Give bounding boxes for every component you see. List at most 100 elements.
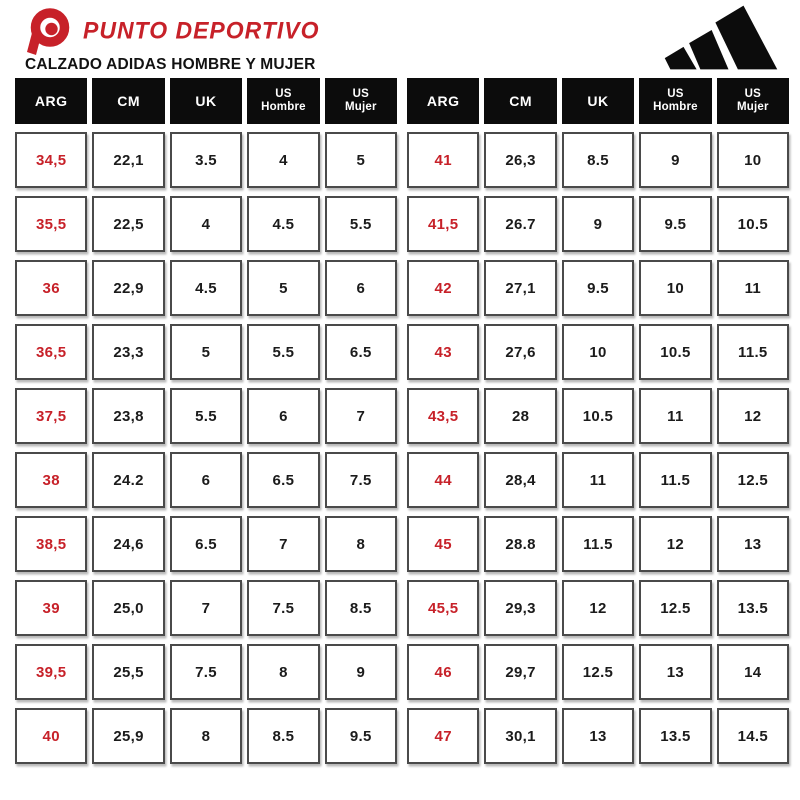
column-header: ARG xyxy=(407,78,480,124)
brand-wordmark: PUNTO DEPORTIVO xyxy=(83,15,320,44)
size-cell: 6 xyxy=(169,452,243,508)
size-cell: 13 xyxy=(561,708,635,764)
arg-size-cell: 45,5 xyxy=(407,580,480,636)
size-cell: 6 xyxy=(247,388,320,444)
size-cell: 22,1 xyxy=(92,132,165,188)
size-cell: 25,0 xyxy=(92,580,165,636)
arg-size-cell: 36 xyxy=(15,260,88,316)
size-cell: 7.5 xyxy=(247,580,320,636)
column-header: UK xyxy=(561,78,635,124)
size-cell: 11.5 xyxy=(561,516,635,572)
size-cell: 28 xyxy=(484,388,557,444)
size-cell: 5 xyxy=(324,132,397,188)
size-cell: 7 xyxy=(247,516,320,572)
size-cell: 9 xyxy=(324,644,397,700)
punto-deportivo-logo-icon xyxy=(27,8,70,55)
brand: PUNTO DEPORTIVO xyxy=(0,0,800,55)
size-cell: 24,6 xyxy=(92,516,165,572)
size-cell: 9.5 xyxy=(324,708,397,764)
size-cell: 3.5 xyxy=(169,132,243,188)
arg-size-cell: 44 xyxy=(407,452,480,508)
size-cell: 8.5 xyxy=(247,708,320,764)
size-cell: 9.5 xyxy=(639,196,712,252)
page-title: CALZADO ADIDAS HOMBRE Y MUJER xyxy=(25,56,316,73)
size-cell: 30,1 xyxy=(484,708,557,764)
size-cell: 11.5 xyxy=(639,452,712,508)
size-cell: 13.5 xyxy=(716,580,789,636)
size-cell: 26,3 xyxy=(484,132,557,188)
size-cell: 12 xyxy=(561,580,635,636)
column-header: US Mujer xyxy=(324,78,397,124)
size-cell: 12 xyxy=(639,516,712,572)
size-tables: ARG CM UK US Hombre US Mujer 34,5 22,1 3.5 4 5 35,… xyxy=(0,78,800,764)
size-table: ARG CM UK US Hombre US Mujer 41 26,3 8.5 9 10 41,5… xyxy=(407,78,789,764)
size-cell: 12.5 xyxy=(716,452,789,508)
arg-size-cell: 39 xyxy=(15,580,88,636)
size-cell: 23,8 xyxy=(92,388,165,444)
size-cell: 7.5 xyxy=(169,644,243,700)
size-cell: 6.5 xyxy=(247,452,320,508)
size-cell: 4.5 xyxy=(247,196,320,252)
size-cell: 25,5 xyxy=(92,644,165,700)
arg-size-cell: 42 xyxy=(407,260,480,316)
column-header: US Hombre xyxy=(247,78,320,124)
size-cell: 23,3 xyxy=(92,324,165,380)
size-cell: 8 xyxy=(324,516,397,572)
column-header: CM xyxy=(484,78,557,124)
size-cell: 5 xyxy=(247,260,320,316)
size-cell: 7.5 xyxy=(324,452,397,508)
size-cell: 22,5 xyxy=(92,196,165,252)
size-cell: 7 xyxy=(169,580,243,636)
size-cell: 12 xyxy=(716,388,789,444)
column-header: ARG xyxy=(15,78,88,124)
arg-size-cell: 46 xyxy=(407,644,480,700)
size-cell: 27,1 xyxy=(484,260,557,316)
size-cell: 4 xyxy=(247,132,320,188)
arg-size-cell: 45 xyxy=(407,516,480,572)
column-header: US Mujer xyxy=(716,78,789,124)
column-header: CM xyxy=(92,78,165,124)
arg-size-cell: 38 xyxy=(15,452,88,508)
size-cell: 5.5 xyxy=(324,196,397,252)
size-cell: 8.5 xyxy=(561,132,635,188)
size-cell: 10 xyxy=(561,324,635,380)
arg-size-cell: 34,5 xyxy=(15,132,88,188)
size-cell: 11.5 xyxy=(716,324,789,380)
size-cell: 10.5 xyxy=(639,324,712,380)
column-header: US Hombre xyxy=(639,78,712,124)
size-cell: 8 xyxy=(169,708,243,764)
adidas-logo-icon xyxy=(664,5,778,70)
size-cell: 7 xyxy=(324,388,397,444)
size-cell: 10 xyxy=(639,260,712,316)
arg-size-cell: 38,5 xyxy=(15,516,88,572)
size-cell: 12.5 xyxy=(561,644,635,700)
size-cell: 6.5 xyxy=(324,324,397,380)
size-cell: 22,9 xyxy=(92,260,165,316)
size-cell: 13 xyxy=(639,644,712,700)
column-header: UK xyxy=(169,78,243,124)
size-cell: 9 xyxy=(561,196,635,252)
arg-size-cell: 40 xyxy=(15,708,88,764)
arg-size-cell: 37,5 xyxy=(15,388,88,444)
arg-size-cell: 43 xyxy=(407,324,480,380)
size-cell: 24.2 xyxy=(92,452,165,508)
size-cell: 11 xyxy=(561,452,635,508)
size-table: ARG CM UK US Hombre US Mujer 34,5 22,1 3.5 4 5 35,… xyxy=(15,78,397,764)
size-cell: 29,3 xyxy=(484,580,557,636)
size-cell: 13 xyxy=(716,516,789,572)
size-cell: 13.5 xyxy=(639,708,712,764)
size-cell: 5 xyxy=(169,324,243,380)
size-cell: 11 xyxy=(716,260,789,316)
size-cell: 25,9 xyxy=(92,708,165,764)
arg-size-cell: 36,5 xyxy=(15,324,88,380)
size-cell: 28.8 xyxy=(484,516,557,572)
size-cell: 26.7 xyxy=(484,196,557,252)
size-cell: 4.5 xyxy=(169,260,243,316)
size-cell: 28,4 xyxy=(484,452,557,508)
size-cell: 10 xyxy=(716,132,789,188)
size-cell: 10.5 xyxy=(561,388,635,444)
arg-size-cell: 41 xyxy=(407,132,480,188)
size-cell: 5.5 xyxy=(247,324,320,380)
size-cell: 9.5 xyxy=(561,260,635,316)
